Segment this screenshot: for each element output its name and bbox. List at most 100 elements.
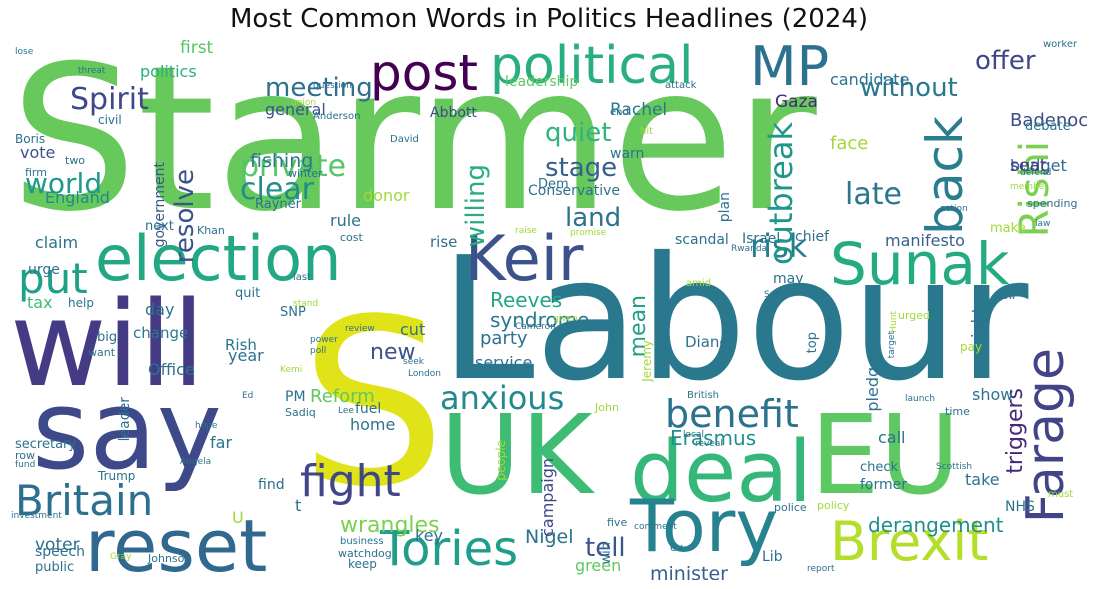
word-rish: Rish: [225, 336, 257, 354]
word-urge: urge: [28, 262, 60, 278]
word-last: last: [293, 272, 312, 283]
word-first: first: [180, 40, 214, 58]
word-abbott: Abbott: [430, 105, 477, 121]
word-top: top: [805, 332, 820, 354]
word-resolve: resolve: [170, 169, 200, 264]
word-candidate: candidate: [830, 70, 910, 89]
word-chief: chief: [795, 229, 830, 245]
word-without: without: [860, 73, 958, 103]
word-quiet: quiet: [545, 118, 612, 148]
word-launch: launch: [905, 394, 936, 404]
word-will: will: [10, 275, 205, 413]
word-warn: warn: [610, 146, 645, 162]
word-brexit: Brexit: [830, 510, 989, 573]
word-government: government: [152, 162, 168, 248]
word-snp: SNP: [280, 305, 306, 320]
word-derangement: derangement: [868, 513, 1004, 537]
word-meeting: meeting: [265, 73, 373, 103]
word-rwanda: Rwanda: [731, 244, 768, 254]
word-union: union: [291, 98, 317, 108]
word-tax: tax: [27, 293, 53, 312]
word-win: win: [599, 542, 614, 565]
word-cloud: Starmer Labour will say S UK EU deal reset Tory Br…: [10, 40, 1088, 580]
word-u: U: [232, 508, 244, 527]
word-manifesto: manifesto: [885, 231, 965, 250]
word-secretary: secretary: [15, 437, 77, 452]
word-cut: cut: [400, 320, 426, 339]
word-watchdog: watchdog: [338, 547, 392, 560]
word-service: service: [475, 353, 533, 372]
word-ex: ex: [670, 541, 684, 554]
word-london: London: [408, 369, 441, 379]
word-target: target: [887, 331, 897, 359]
word-poll: poll: [310, 346, 327, 356]
word-quit: quit: [235, 286, 261, 301]
word-politics: politics: [140, 62, 197, 81]
word-law: law: [1035, 219, 1051, 229]
word-former: former: [860, 477, 908, 493]
word-israel: Israel: [742, 231, 781, 247]
word-tories: Tories: [380, 521, 519, 577]
word-angela: Angela: [180, 457, 212, 467]
word-report: report: [807, 564, 835, 574]
word-sue: Sue: [764, 290, 781, 300]
word-action: action: [940, 204, 968, 214]
word-claim: claim: [35, 233, 79, 252]
word-budget: budget: [1010, 156, 1067, 175]
word-reveal: reveal: [695, 439, 723, 449]
word-people: people: [494, 440, 508, 481]
word-election: election: [95, 222, 342, 295]
word-help: help: [68, 296, 94, 310]
word-speech: speech: [35, 544, 85, 560]
word-general: general: [265, 100, 326, 119]
word-gaza: Gaza: [775, 92, 818, 112]
word-deal: deal: [630, 423, 812, 522]
word-investment: investment: [11, 511, 62, 521]
word-eu: EU: [810, 391, 961, 519]
word-john: John: [595, 401, 619, 414]
word-pledge: pledge: [863, 357, 882, 412]
word-public: public: [35, 560, 75, 575]
word-urged: urged: [898, 309, 931, 322]
word-seat: seat: [1010, 156, 1047, 176]
word-spending: spending: [1027, 197, 1078, 210]
word-business: business: [340, 536, 384, 547]
word-green: green: [575, 556, 622, 575]
word-clear: clear: [240, 172, 315, 207]
word-stand: stand: [293, 299, 319, 309]
word-may: may: [773, 271, 804, 287]
word-member: member: [1010, 182, 1049, 192]
word-promise: promise: [570, 228, 607, 238]
word-vote: vote: [20, 143, 56, 162]
word-rayner: Rayner: [255, 197, 301, 212]
word-keir: Keir: [465, 222, 584, 295]
word-rule: rule: [330, 211, 362, 230]
word-starmer: Starmer: [10, 40, 817, 256]
word-right: right: [968, 307, 987, 345]
word-make: make: [990, 221, 1026, 236]
word-plan: plan: [717, 192, 733, 223]
word-home: home: [350, 415, 396, 434]
word-back: back: [916, 116, 974, 235]
word-seek: seek: [403, 357, 424, 367]
word-british: British: [687, 390, 719, 401]
word-offer: offer: [975, 46, 1036, 76]
word-comment: comment: [634, 522, 677, 532]
word-leader: leader: [117, 397, 133, 442]
word-given: given: [553, 314, 578, 324]
word-reeves: Reeves: [490, 288, 563, 312]
word-dem: Dem: [538, 177, 569, 192]
word-badenoch: Badenoch: [1010, 110, 1088, 131]
word-firm: firm: [25, 166, 47, 179]
word-britain: Britain: [15, 476, 154, 525]
word-labour: Labour: [440, 221, 1029, 419]
word-minister: minister: [650, 563, 728, 581]
word-attack: attack: [665, 80, 697, 91]
word-lib: Lib: [762, 549, 783, 565]
word-syndrome: syndrome: [490, 308, 590, 332]
word-raise: raise: [515, 226, 537, 236]
word-year: year: [228, 346, 264, 365]
word-say: say: [32, 366, 222, 494]
word-must: must: [1048, 489, 1074, 500]
word-policy: policy: [817, 499, 850, 512]
